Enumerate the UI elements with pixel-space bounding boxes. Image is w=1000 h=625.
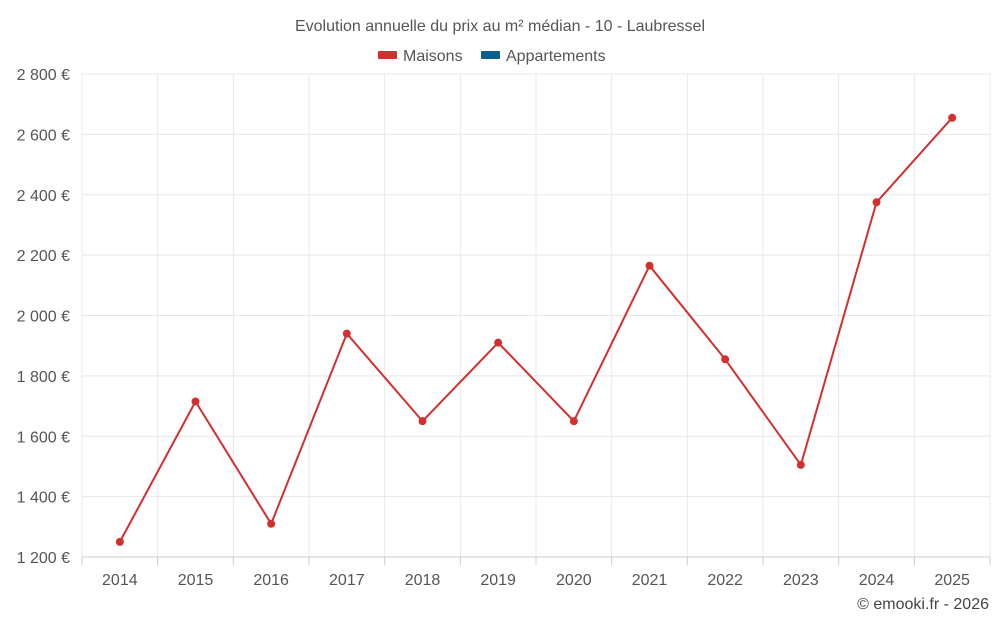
legend-swatch-maisons — [378, 51, 397, 59]
legend[interactable]: Maisons Appartements — [378, 48, 606, 65]
y-tick-label: 2 400 € — [17, 188, 70, 205]
legend-label-appartements: Appartements — [506, 48, 606, 65]
series — [115, 113, 957, 546]
x-tick-label: 2017 — [329, 572, 365, 589]
data-point-maisons[interactable] — [796, 460, 805, 469]
grid — [81, 73, 991, 557]
x-axis-ticks: 2014 2015 2016 2017 2018 2019 2020 2021 2022 2023… — [102, 572, 970, 589]
data-point-maisons[interactable] — [721, 355, 730, 364]
y-tick-label: 1 800 € — [17, 369, 70, 386]
x-tick-label: 2020 — [556, 572, 592, 589]
data-point-maisons[interactable] — [569, 417, 578, 426]
x-tick-label: 2021 — [632, 572, 668, 589]
data-point-maisons[interactable] — [342, 329, 351, 338]
data-point-maisons[interactable] — [494, 338, 503, 347]
legend-item-maisons[interactable]: Maisons — [378, 48, 463, 65]
y-tick-label: 1 400 € — [17, 490, 70, 507]
chart-title: Evolution annuelle du prix au m² médian … — [295, 18, 705, 35]
y-tick-label: 1 200 € — [17, 550, 70, 567]
x-tick-label: 2016 — [253, 572, 289, 589]
series-line-maisons — [118, 117, 953, 543]
data-point-maisons[interactable] — [948, 113, 957, 122]
x-tick-label: 2023 — [783, 572, 819, 589]
x-tick-label: 2014 — [102, 572, 138, 589]
data-point-maisons[interactable] — [191, 397, 200, 406]
legend-label-maisons: Maisons — [403, 48, 463, 65]
data-point-maisons[interactable] — [872, 198, 881, 207]
y-tick-label: 2 600 € — [17, 127, 70, 144]
data-point-maisons[interactable] — [115, 537, 124, 546]
x-tick-label: 2019 — [480, 572, 516, 589]
credit-text: © emooki.fr - 2026 — [857, 596, 989, 613]
y-tick-label: 2 200 € — [17, 248, 70, 265]
legend-swatch-appartements — [481, 51, 500, 59]
y-axis-ticks: 1 200 € 1 400 € 1 600 € 1 800 € 2 000 € 2 200… — [17, 67, 70, 567]
x-tick-label: 2025 — [934, 572, 970, 589]
x-tick-label: 2018 — [405, 572, 441, 589]
y-tick-label: 1 600 € — [17, 429, 70, 446]
x-tick-label: 2024 — [859, 572, 895, 589]
x-tick-label: 2022 — [707, 572, 743, 589]
data-point-maisons[interactable] — [418, 417, 427, 426]
y-tick-label: 2 800 € — [17, 67, 70, 84]
axes — [81, 556, 991, 565]
y-tick-label: 2 000 € — [17, 309, 70, 326]
data-point-maisons[interactable] — [267, 519, 276, 528]
data-point-maisons[interactable] — [645, 261, 654, 270]
x-tick-label: 2015 — [178, 572, 214, 589]
legend-item-appartements[interactable]: Appartements — [481, 48, 606, 65]
